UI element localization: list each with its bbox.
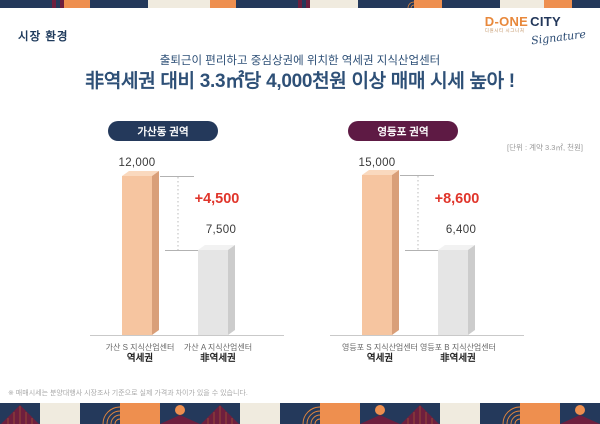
bar2-value: 7,500 (205, 224, 237, 236)
slide-subtitle: 출퇴근이 편리하고 중심상권에 위치한 역세권 지식산업센터 (159, 55, 441, 67)
chart-yeongdeungpo: 15,000 6,400 +8,600 영등포 S 지식산업센터 역세권 영등포… (326, 155, 526, 385)
bar2-front-face (438, 250, 468, 335)
bar1-side-face (152, 171, 159, 335)
diff-value: +4,500 (194, 191, 240, 207)
logo-d-one-text: D-ONE (484, 14, 529, 29)
bar1-label-line1: 영등포 S 지식산업센터 (341, 343, 419, 352)
bottom-border-decoration (0, 403, 600, 424)
region-badge-gasan: 가산동 권역 (108, 121, 218, 141)
bar-chart-gasan (90, 171, 284, 336)
bar2-side-face (468, 245, 475, 335)
bar-chart-yeongdeungpo (330, 170, 524, 336)
bar1-front-face (362, 175, 392, 335)
logo-subline: 디원시티 시그니처 Signature (484, 27, 587, 48)
bar1-label-line2: 역세권 (366, 353, 394, 364)
bar1-value: 15,000 (358, 157, 396, 169)
slide-title: 非역세권 대비 3.3㎡당 4,000천원 이상 매매 시세 높아 ! (85, 71, 515, 92)
bar2-top-face (438, 245, 475, 250)
bar2-front-face (198, 250, 228, 335)
bar2-value: 6,400 (445, 224, 477, 236)
bar1-label: 가산 S 지식산업센터 역세권 (88, 343, 192, 365)
bar1-label-line2: 역세권 (126, 353, 154, 364)
bar2-label-line2: 非역세권 (200, 353, 236, 364)
bar1-label-line1: 가산 S 지식산업센터 (105, 343, 175, 352)
chart-gasan: 12,000 7,500 +4,500 가산 S 지식산업센터 역세권 가산 A… (86, 155, 286, 385)
logo-city-text: CITY (530, 14, 561, 29)
top-border-decoration (0, 0, 600, 8)
bar2-side-face (228, 245, 235, 335)
bar1-top-face (362, 170, 399, 175)
logo-korean-tagline: 디원시티 시그니처 (484, 28, 525, 33)
bar1-side-face (392, 170, 399, 335)
logo-wordmark: D-ONE CITY (485, 15, 586, 28)
bar1-value: 12,000 (118, 157, 156, 169)
bar2-label-line2: 非역세권 (440, 353, 476, 364)
logo-signature-script: Signature (530, 27, 587, 48)
d-one-city-logo: D-ONE CITY 디원시티 시그니처 Signature (484, 15, 587, 48)
diff-value: +8,600 (434, 191, 480, 207)
disclaimer-footnote: ※ 매매시세는 분양대행사 시장조사 기준으로 실제 가격과 차이가 있을 수 … (8, 390, 248, 397)
bar2-label-line1: 가산 A 지식산업센터 (183, 343, 253, 352)
bar2-label: 영등포 B 지식산업센터 非역세권 (406, 343, 510, 365)
section-title: 시장 환경 (18, 31, 69, 43)
region-badge-yeongdeungpo: 영등포 권역 (348, 121, 458, 141)
bar1-front-face (122, 176, 152, 335)
bar2-top-face (198, 245, 235, 250)
unit-note: [단위 : 계약 3.3㎡, 천원] (507, 143, 583, 152)
bar2-label: 가산 A 지식산업센터 非역세권 (166, 343, 270, 365)
bar1-label: 영등포 S 지식산업센터 역세권 (328, 343, 432, 365)
bar1-top-face (122, 171, 159, 176)
bar2-label-line1: 영등포 B 지식산업센터 (419, 343, 497, 352)
